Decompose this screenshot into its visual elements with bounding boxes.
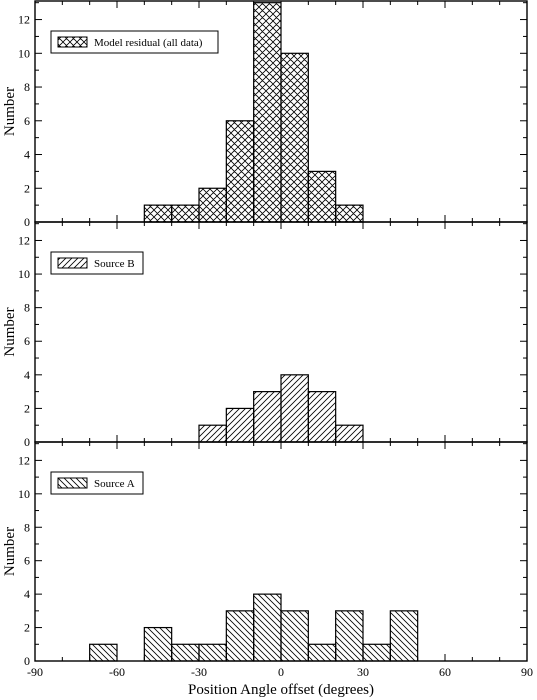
histogram-bar (198, 643, 227, 662)
histogram-bar (253, 391, 282, 443)
legend-swatch (57, 257, 88, 269)
y-axis-title: Number (2, 87, 18, 136)
y-axis-title: Number (2, 307, 18, 356)
histogram-bar (362, 643, 391, 662)
legend-label: Model residual (all data) (94, 37, 203, 49)
histogram-bar (280, 52, 309, 223)
x-tick-label: 0 (278, 665, 284, 679)
y-tick-label: 0 (24, 654, 30, 668)
histogram-bar (253, 2, 282, 223)
x-tick-label: 90 (521, 665, 533, 679)
histogram-bar (171, 204, 200, 223)
y-tick-label: 8 (24, 301, 30, 315)
histogram-bar (307, 170, 337, 223)
histogram-bar (225, 120, 255, 223)
histogram-bar (307, 643, 337, 662)
histogram-bar (253, 593, 282, 662)
y-tick-label: 8 (24, 520, 30, 534)
y-tick-label: 6 (24, 114, 30, 128)
y-tick-label: 4 (24, 368, 30, 382)
panel-source-a: 0 2 4 6 8 10 12 Number Source A (2, 441, 528, 668)
y-tick-label: 10 (18, 46, 30, 60)
x-tick-label: 60 (439, 665, 451, 679)
y-tick-label: 12 (18, 453, 30, 467)
histogram-bar (198, 187, 227, 223)
y-tick-label: 2 (24, 181, 30, 195)
histogram-bar (225, 407, 255, 443)
y-tick-label: 2 (24, 401, 30, 415)
x-tick-labels: -90 -60 -30 0 30 60 90 (27, 665, 533, 679)
histogram-bar (335, 424, 364, 443)
y-tick-label: 10 (18, 267, 30, 281)
legend-box (50, 30, 219, 54)
histogram-bar (89, 643, 118, 662)
x-tick-label: 30 (357, 665, 369, 679)
histogram-bar (335, 610, 364, 662)
histogram-bar (389, 610, 419, 662)
x-axis-title: Position Angle offset (degrees) (188, 682, 374, 698)
legend-swatch (57, 477, 88, 489)
y-tick-label: 10 (18, 487, 30, 501)
legend-swatch (57, 36, 88, 48)
y-tick-label: 2 (24, 621, 30, 635)
legend-label: Source B (94, 258, 135, 270)
y-tick-label: 0 (24, 215, 30, 229)
histogram-bar (143, 626, 173, 662)
panel-source-b: 0 2 4 6 8 10 12 Number Source B (2, 221, 528, 449)
y-tick-label: 4 (24, 148, 30, 162)
y-tick-label: 12 (18, 13, 30, 27)
y-tick-label: 12 (18, 233, 30, 247)
x-tick-label: -60 (109, 665, 125, 679)
x-tick-label: -30 (191, 665, 207, 679)
y-tick-label: 8 (24, 80, 30, 94)
histogram-bar (335, 204, 364, 223)
histogram-bar (280, 610, 309, 662)
x-tick-label: -90 (27, 665, 43, 679)
panel-model-residual: 0 2 4 6 8 10 12 Number Model residual (all data) (2, 0, 528, 229)
legend-label: Source A (94, 478, 135, 490)
y-tick-label: 4 (24, 587, 30, 601)
y-tick-label: 0 (24, 435, 30, 449)
histogram-bar (171, 643, 200, 662)
y-tick-label: 6 (24, 554, 30, 568)
histogram-bar (280, 374, 309, 443)
histogram-bar (307, 391, 337, 443)
y-tick-label: 6 (24, 334, 30, 348)
histogram-bar (198, 424, 227, 443)
y-axis-title: Number (2, 527, 18, 576)
histogram-bar (225, 610, 255, 662)
histogram-bar (143, 204, 173, 223)
